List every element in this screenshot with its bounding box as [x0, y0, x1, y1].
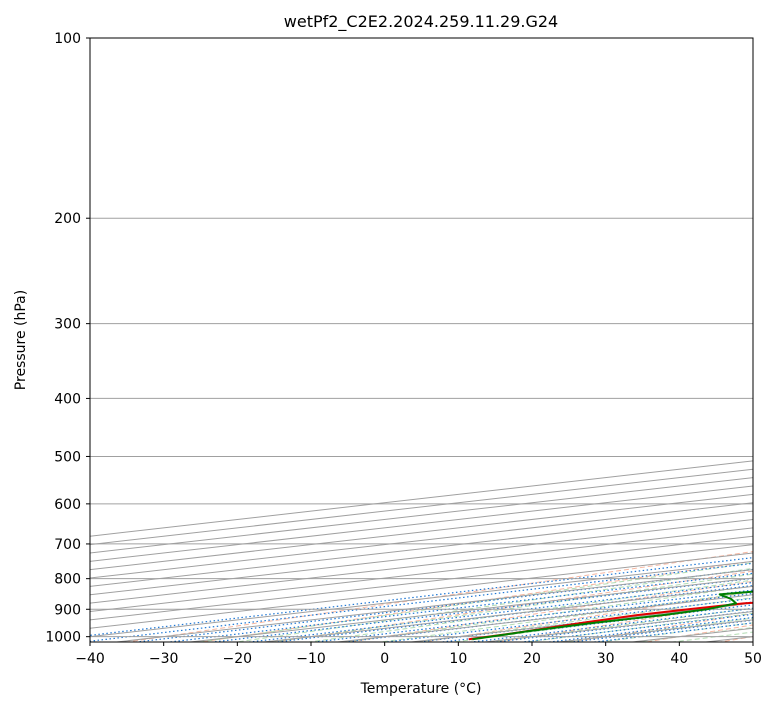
isotherm-line [90, 560, 753, 638]
isotherm-line [333, 594, 753, 642]
y-tick-label: 500 [54, 449, 81, 465]
isotherm-line [90, 460, 753, 537]
isotherm-line [90, 493, 753, 571]
x-axis-title: Temperature (°C) [360, 681, 482, 697]
dry-adiabat [568, 613, 753, 642]
mixing-ratio-line [566, 619, 753, 642]
mixing-ratio-line [90, 562, 753, 642]
x-tick-label: 20 [523, 651, 541, 667]
x-tick-label: 10 [449, 651, 467, 667]
temperature-line [468, 601, 753, 641]
moist-adiabat [486, 607, 753, 642]
isotherm-line [701, 636, 753, 642]
isotherm-line [90, 552, 753, 629]
dry-adiabat [716, 636, 753, 642]
isotherm-line [90, 527, 753, 604]
isotherm-line [90, 468, 753, 546]
warm-isotherm-label: 40 [758, 618, 775, 638]
dewpoint-line [472, 590, 753, 641]
x-tick-label: −10 [296, 651, 326, 667]
mixing-ratio-line [517, 613, 753, 642]
y-tick-label: 300 [54, 317, 81, 333]
y-tick-label: 800 [54, 572, 81, 588]
y-tick-label: 100 [54, 31, 81, 47]
plot-frame [89, 37, 754, 643]
y-tick-label: 900 [54, 602, 81, 618]
isotherm-line [112, 569, 753, 642]
moist-adiabat [341, 585, 753, 642]
isotherm-line [90, 535, 753, 613]
moist-adiabat [450, 602, 753, 642]
dry-adiabat [642, 624, 753, 642]
profile-series [468, 590, 753, 641]
y-tick-label: 600 [54, 497, 81, 513]
x-tick-label: 30 [597, 651, 615, 667]
dry-adiabat [346, 580, 753, 642]
isotherm-line [90, 518, 753, 596]
isotherm-line [90, 485, 753, 562]
moist-adiabat [522, 612, 753, 642]
isotherm-line [90, 502, 753, 579]
x-tick-label: −30 [149, 651, 179, 667]
isotherm-line [185, 577, 753, 642]
x-tick-label: 0 [380, 651, 389, 667]
moist-adiabat [632, 626, 753, 642]
moist-adiabat [559, 617, 753, 642]
x-tick-label: 40 [670, 651, 688, 667]
isotherm-line [90, 510, 753, 587]
background-lines [90, 25, 775, 652]
y-tick-label: 1000 [45, 630, 81, 646]
moist-adiabat [377, 591, 753, 642]
x-tick-label: −40 [75, 651, 105, 667]
dry-adiabat [735, 25, 775, 652]
isotherm-line [693, 25, 775, 652]
moist-adiabat [669, 631, 753, 642]
y-axis-title: Pressure (hPa) [13, 290, 29, 390]
axis-ticks: −40 −30 −20 −10 0 10 20 30 40 50 100 200 300 400 500 60… [45, 31, 762, 667]
moist-adiabat [233, 567, 753, 642]
mixing-ratio-line [244, 581, 753, 642]
y-tick-label: 400 [54, 391, 81, 407]
moist-adiabat [196, 562, 753, 642]
y-tick-label: 700 [54, 537, 81, 553]
isoline-labels: -100-90-80-70-60-50-40-30-20-100.10.20.4… [758, 77, 775, 639]
mixing-ratio-line [466, 607, 753, 642]
moist-adiabat [305, 579, 753, 642]
isotherm-line [90, 477, 753, 554]
isotherm-line [554, 619, 753, 642]
chart-title: wetPf2_C2E2.2024.259.11.29.G24 [284, 12, 558, 32]
isotherm-line [627, 627, 753, 642]
isotherm-line [90, 544, 753, 621]
y-tick-label: 200 [54, 211, 81, 227]
x-tick-label: 50 [744, 651, 762, 667]
x-tick-label: −20 [223, 651, 253, 667]
isotherm-line [480, 611, 753, 642]
grid-lines [90, 25, 775, 652]
mixing-ratio-line [164, 572, 753, 642]
dry-adiabat [197, 560, 753, 642]
